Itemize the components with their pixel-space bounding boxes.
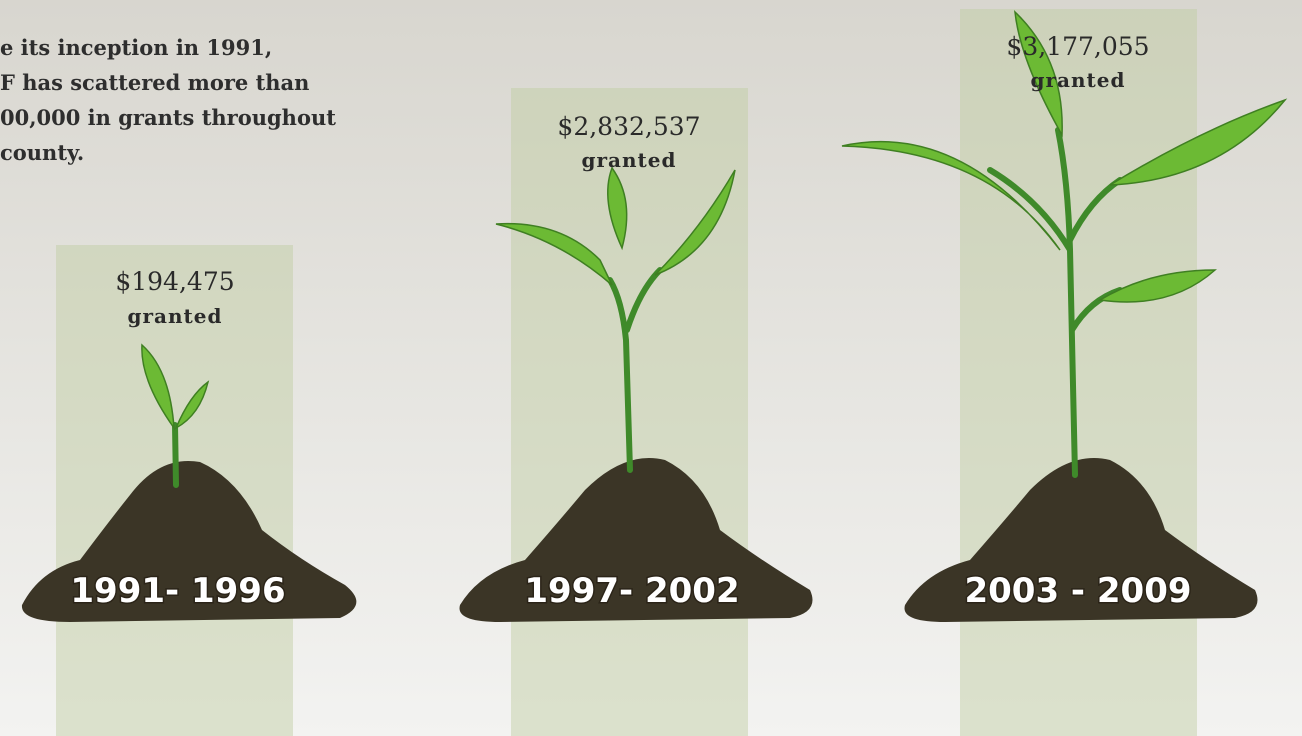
amount: $3,177,055 [1006, 32, 1149, 61]
intro-line: F has scattered more than [0, 70, 309, 95]
intro-line: county. [0, 140, 84, 165]
intro-line: e its inception in 1991, [0, 35, 272, 60]
amount: $194,475 [115, 267, 234, 296]
period: 1991- 1996 [70, 571, 285, 611]
stem [175, 425, 176, 485]
note: granted [582, 148, 677, 172]
period: 2003 - 2009 [964, 571, 1191, 611]
infographic: e its inception in 1991, F has scattered… [0, 0, 1302, 736]
amount: $2,832,537 [557, 112, 700, 141]
note: granted [1031, 68, 1126, 92]
intro-line: 00,000 in grants throughout [0, 105, 336, 130]
note: granted [128, 304, 223, 328]
period: 1997- 2002 [524, 571, 739, 611]
panel [960, 9, 1197, 736]
